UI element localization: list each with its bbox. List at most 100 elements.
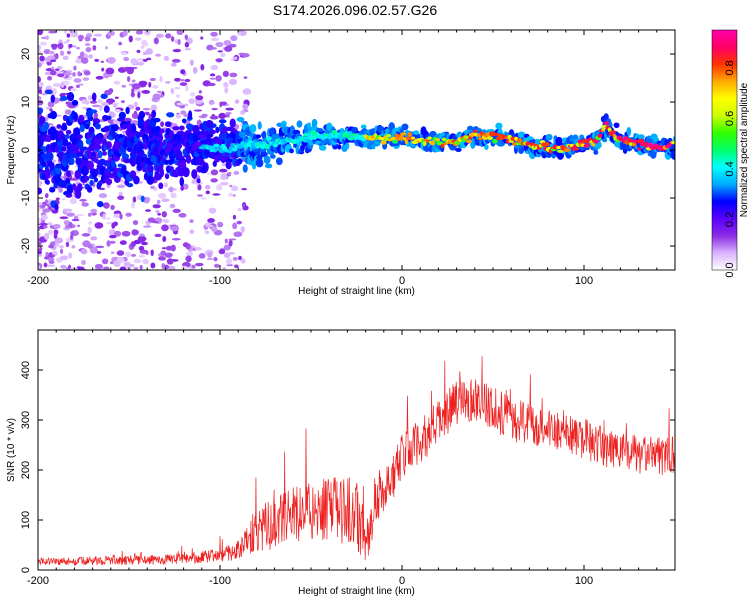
speckle-blob	[143, 196, 150, 204]
speckle-blob	[243, 76, 248, 79]
speckle-blob	[224, 86, 229, 94]
ridge-blob	[65, 193, 73, 198]
ridge-blob	[270, 127, 275, 135]
speckle-blob	[109, 111, 114, 115]
speckle-blob	[114, 109, 121, 113]
ridge-blob	[191, 169, 198, 179]
colorbar-tick-label: 0.4	[724, 161, 736, 176]
speckle-blob	[208, 99, 215, 105]
speckle-blob	[104, 89, 113, 96]
ridge-blob	[159, 167, 165, 178]
ridge-core	[302, 138, 308, 143]
ridge-blob	[54, 203, 59, 211]
speckle-blob	[141, 89, 151, 94]
ridge-core	[557, 149, 564, 153]
speckle-blob	[67, 213, 75, 217]
speckle-blob	[80, 51, 85, 57]
speckle-blob	[150, 249, 154, 257]
speckle-blob	[159, 76, 163, 83]
speckle-blob	[215, 75, 222, 82]
speckle-blob	[68, 43, 73, 48]
speckle-blob	[225, 107, 234, 111]
ridge-blob	[225, 160, 232, 170]
speckle-blob	[209, 77, 216, 80]
speckle-blob	[207, 218, 215, 223]
speckle-blob	[210, 178, 218, 183]
ridge-blob	[256, 154, 263, 161]
speckle-blob	[150, 104, 158, 112]
speckle-blob	[184, 34, 189, 40]
speckle-blob	[118, 191, 123, 196]
speckle-blob	[49, 59, 57, 63]
speckle-blob	[146, 57, 152, 61]
ridge-core	[440, 143, 445, 148]
ridge-blob	[172, 126, 181, 131]
speckle-blob	[48, 30, 58, 34]
speckle-blob	[233, 231, 243, 238]
ridge-blob	[125, 106, 130, 115]
ridge-blob	[66, 92, 75, 102]
speckle-blob	[215, 58, 223, 63]
speckle-blob	[119, 266, 127, 270]
speckle-blob	[158, 256, 166, 261]
ridge-blob	[218, 119, 227, 124]
speckle-blob	[225, 113, 230, 118]
ridge-core	[226, 149, 233, 154]
speckle-blob	[185, 251, 194, 257]
speckle-blob	[184, 47, 192, 51]
speckle-blob	[93, 112, 99, 119]
speckle-blob	[152, 204, 161, 209]
ridge-core	[309, 135, 314, 141]
speckle-blob	[123, 261, 131, 267]
speckle-blob	[171, 62, 177, 67]
speckle-blob	[93, 33, 103, 37]
ridge-blob	[122, 123, 127, 130]
ridge-blob	[105, 141, 112, 149]
speckle-blob	[208, 207, 217, 214]
ridge-core	[556, 145, 562, 150]
speckle-blob	[202, 113, 208, 118]
speckle-blob	[184, 85, 189, 92]
ridge-blob	[106, 115, 112, 120]
speckle-blob	[229, 72, 238, 78]
speckle-blob	[120, 100, 125, 104]
speckle-blob	[179, 82, 188, 87]
speckle-blob	[182, 242, 189, 248]
speckle-blob	[171, 238, 181, 241]
speckle-blob	[131, 229, 139, 236]
speckle-blob	[62, 55, 69, 61]
speckle-blob	[113, 80, 121, 85]
speckle-blob	[217, 221, 224, 228]
snr-plot-area	[38, 356, 675, 566]
speckle-blob	[109, 234, 117, 239]
speckle-blob	[176, 102, 184, 106]
ridge-blob	[38, 115, 46, 125]
ridge-blob	[164, 121, 172, 128]
speckle-blob	[70, 32, 77, 38]
ridge-blob	[360, 124, 367, 129]
speckle-blob	[161, 224, 169, 232]
ridge-blob	[202, 163, 207, 172]
speckle-blob	[230, 35, 238, 42]
speckle-blob	[87, 95, 93, 101]
speckle-blob	[189, 59, 194, 66]
ridge-blob	[45, 179, 50, 185]
speckle-blob	[76, 266, 85, 270]
speckle-blob	[242, 88, 252, 95]
speckle-blob	[44, 256, 50, 260]
ridge-core	[631, 142, 637, 147]
colorbar-gradient	[711, 29, 738, 271]
speckle-blob	[63, 30, 68, 34]
speckle-blob	[70, 178, 78, 181]
speckle-blob	[163, 219, 170, 224]
ridge-blob	[526, 136, 534, 142]
speckle-blob	[188, 98, 196, 104]
speckle-blob	[170, 225, 180, 232]
speckle-blob	[44, 71, 52, 76]
speckle-blob	[82, 77, 90, 81]
speckle-blob	[137, 236, 147, 242]
speckle-blob	[58, 244, 64, 249]
speckle-blob	[164, 252, 173, 258]
ridge-blob	[90, 109, 98, 114]
